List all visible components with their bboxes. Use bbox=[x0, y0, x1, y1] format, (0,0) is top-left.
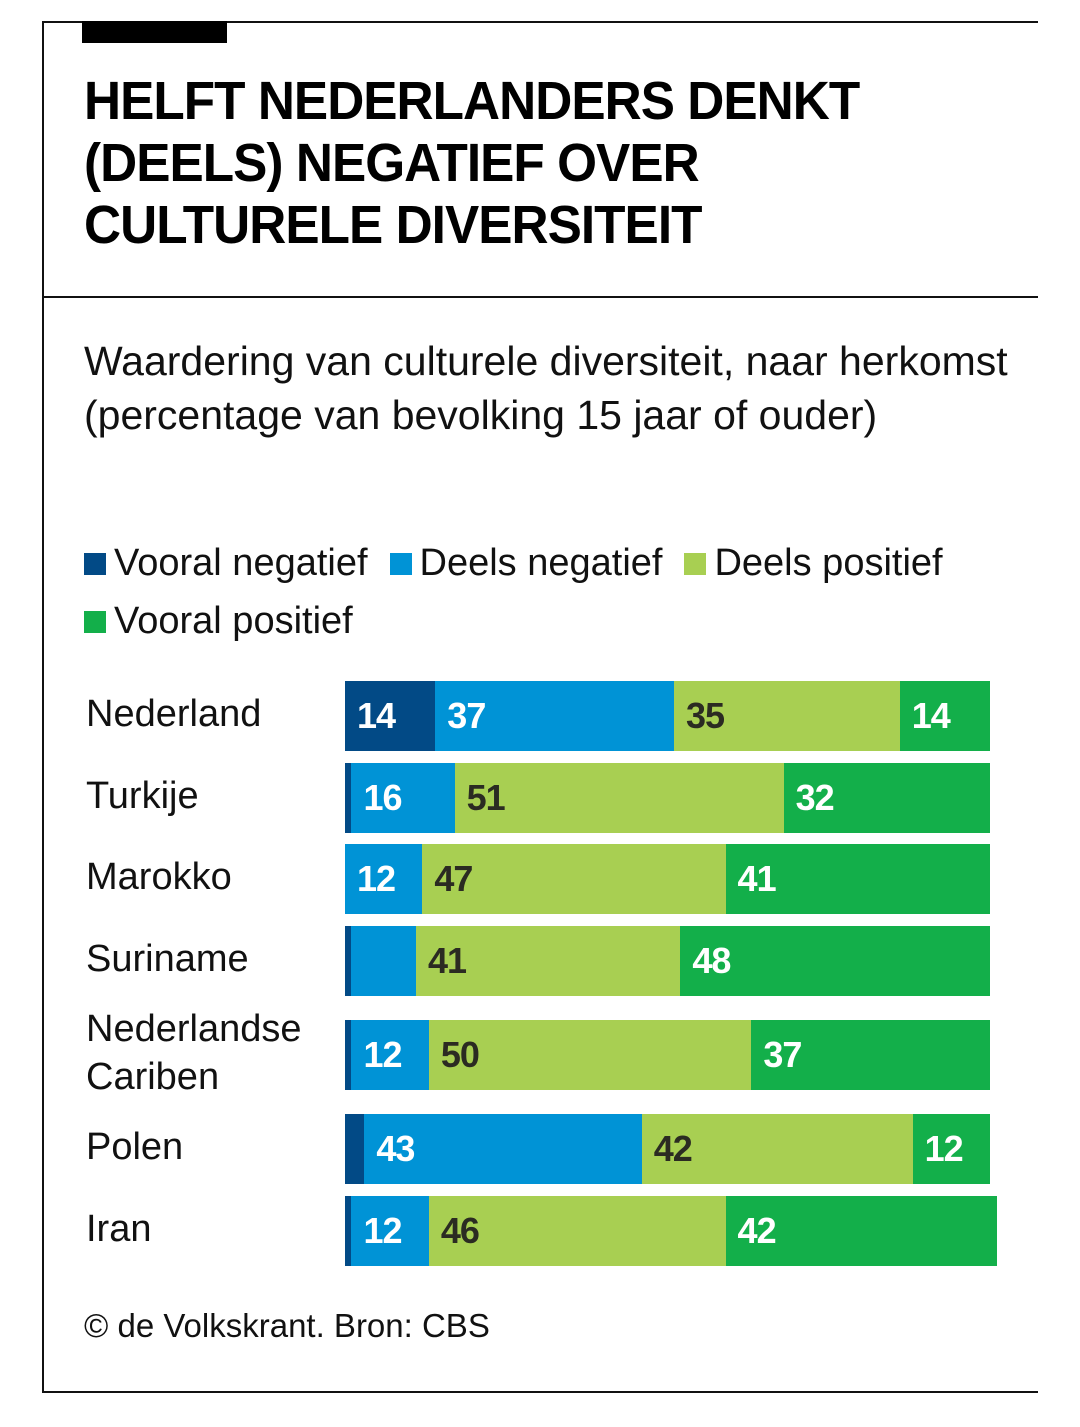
data-label: 14 bbox=[911, 695, 951, 736]
legend-swatch-icon bbox=[84, 553, 106, 575]
data-label: 12 bbox=[924, 1128, 964, 1169]
bar-segment-deels-positief: 42 bbox=[641, 1114, 914, 1184]
bar-segment-vooral-negatief bbox=[345, 763, 352, 833]
bar-segment-vooral-positief: 12 bbox=[912, 1114, 991, 1184]
bar-segment-vooral-negatief bbox=[345, 1114, 365, 1184]
bar-segment-vooral-positief: 42 bbox=[725, 1196, 997, 1266]
legend-item: Deels positief bbox=[684, 542, 943, 584]
bar-segment-vooral-positief: 37 bbox=[751, 1020, 991, 1090]
data-label: 32 bbox=[795, 777, 835, 818]
bar-segment-deels-positief: 41 bbox=[415, 926, 681, 996]
legend-label: Deels negatief bbox=[419, 542, 663, 584]
data-label: 41 bbox=[427, 940, 467, 981]
data-label: 14 bbox=[357, 695, 396, 736]
bar-segment-deels-negatief: 12 bbox=[351, 1196, 430, 1266]
legend-swatch-icon bbox=[389, 553, 412, 575]
chart-subtitle: Waardering van culturele diversiteit, na… bbox=[84, 338, 1008, 438]
data-label: 42 bbox=[737, 1210, 777, 1251]
bar-row: 12 47 41 bbox=[345, 844, 991, 914]
bar-segment-deels-negatief: 37 bbox=[435, 681, 675, 751]
legend-item: Vooral negatief bbox=[84, 542, 368, 584]
data-label: 42 bbox=[653, 1128, 693, 1169]
bar-row: 12 50 37 bbox=[345, 1020, 991, 1090]
bar-segment-deels-positief: 47 bbox=[422, 844, 727, 914]
bar-segment-deels-positief: 46 bbox=[428, 1196, 727, 1266]
data-label: 12 bbox=[363, 1210, 402, 1251]
bar-segment-deels-negatief: 16 bbox=[351, 763, 456, 833]
category-label: Nederland bbox=[86, 693, 262, 735]
data-label: 41 bbox=[737, 858, 777, 899]
bar-row: 12 46 42 bbox=[345, 1196, 997, 1266]
data-label: 47 bbox=[434, 858, 473, 899]
data-label: 46 bbox=[440, 1210, 480, 1251]
bar-segment-vooral-negatief bbox=[345, 926, 352, 996]
legend-item: Deels negatief bbox=[389, 542, 663, 584]
category-label: Suriname bbox=[86, 938, 249, 980]
frame-bottom-rule bbox=[42, 1391, 1038, 1393]
chart-title: HELFT NEDERLANDERS DENKT (DEELS) NEGATIE… bbox=[84, 71, 860, 255]
bar-segment-deels-negatief: 12 bbox=[345, 844, 423, 914]
legend-item: Vooral positief bbox=[84, 600, 353, 642]
bar-segment-deels-positief: 35 bbox=[673, 681, 901, 751]
legend: Vooral negatief Deels negatief Deels posit… bbox=[84, 534, 984, 650]
bar-segment-deels-positief: 51 bbox=[454, 763, 785, 833]
bar-segment-vooral-positief: 32 bbox=[783, 763, 991, 833]
bar-row: 16 51 32 bbox=[345, 763, 991, 833]
data-label: 37 bbox=[447, 695, 486, 736]
bar-segment-vooral-negatief bbox=[345, 1196, 352, 1266]
data-label: 37 bbox=[763, 1034, 802, 1075]
category-label: Marokko bbox=[86, 856, 232, 898]
data-label: 35 bbox=[685, 695, 725, 736]
legend-label: Deels positief bbox=[714, 542, 943, 584]
data-label: 43 bbox=[376, 1128, 415, 1169]
bar-segment-vooral-negatief bbox=[345, 1020, 352, 1090]
bar-segment-vooral-negatief: 14 bbox=[345, 681, 436, 751]
bar-segment-vooral-positief: 41 bbox=[725, 844, 991, 914]
frame-left-rule bbox=[42, 21, 44, 1393]
category-label: Iran bbox=[86, 1208, 152, 1250]
category-label: Turkije bbox=[86, 775, 199, 817]
bar-row: 14 37 35 14 bbox=[345, 681, 991, 751]
bar-segment-vooral-positief: 48 bbox=[680, 926, 991, 996]
frame-top-rule bbox=[42, 21, 1038, 23]
data-label: 48 bbox=[692, 940, 731, 981]
data-label: 51 bbox=[466, 777, 506, 818]
data-label: 12 bbox=[357, 858, 396, 899]
legend-label: Vooral positief bbox=[114, 600, 353, 642]
source-note: © de Volkskrant. Bron: CBS bbox=[84, 1307, 490, 1344]
bar-segment-deels-negatief: 43 bbox=[364, 1114, 643, 1184]
bar-segment-deels-negatief: 12 bbox=[351, 1020, 430, 1090]
bar-segment-deels-positief: 50 bbox=[428, 1020, 752, 1090]
data-label: 16 bbox=[363, 777, 402, 818]
category-label: Nederlandse Cariben bbox=[86, 1008, 302, 1098]
data-label: 50 bbox=[440, 1034, 480, 1075]
title-accent-bar bbox=[82, 21, 227, 43]
title-divider bbox=[42, 296, 1038, 298]
legend-label: Vooral negatief bbox=[114, 542, 368, 584]
bar-segment-vooral-positief: 14 bbox=[899, 681, 991, 751]
bar-segment-deels-negatief bbox=[351, 926, 417, 996]
legend-swatch-icon bbox=[84, 611, 106, 633]
bar-row: 41 48 bbox=[345, 926, 991, 996]
data-label: 12 bbox=[363, 1034, 402, 1075]
legend-swatch-icon bbox=[684, 553, 707, 575]
category-label: Polen bbox=[86, 1126, 184, 1168]
bar-row: 43 42 12 bbox=[345, 1114, 991, 1184]
